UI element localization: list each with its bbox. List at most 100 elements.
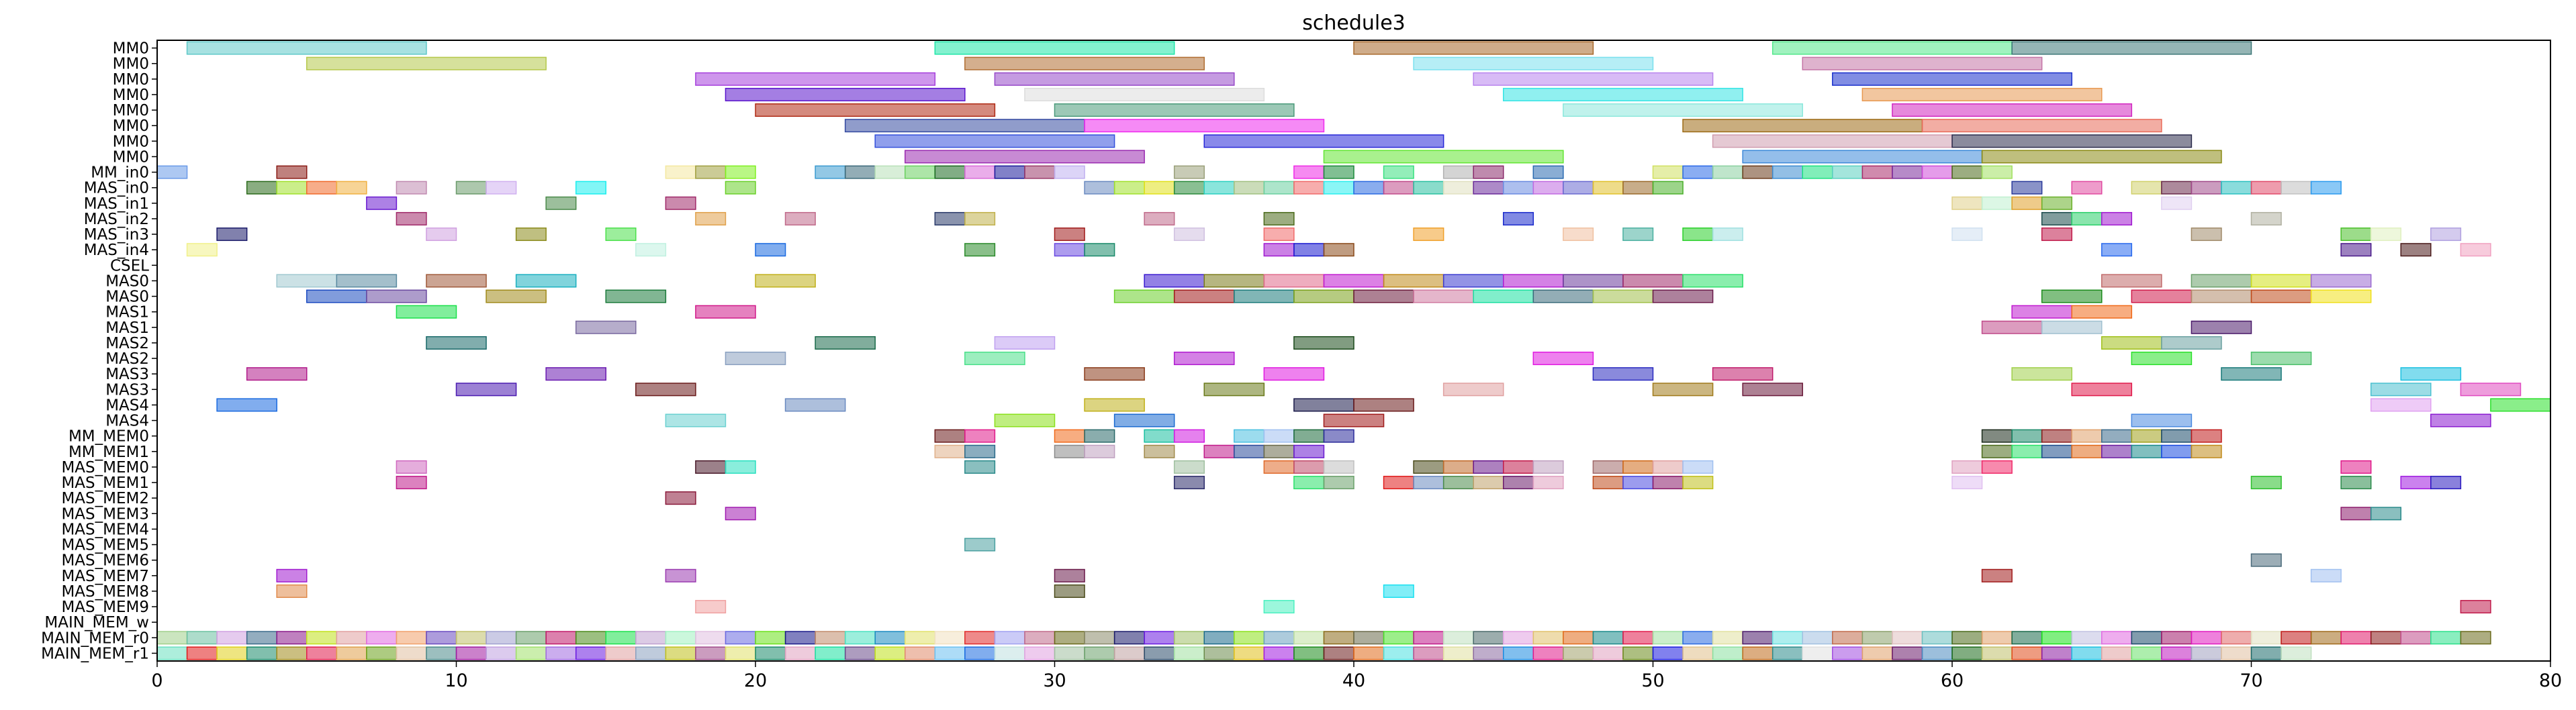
schedule-bar — [1682, 274, 1743, 288]
schedule-bar — [844, 631, 876, 645]
schedule-bar — [1622, 181, 1654, 195]
schedule-bar — [1652, 631, 1684, 645]
schedule-bar — [455, 383, 517, 397]
schedule-bar — [1563, 227, 1594, 242]
schedule-bar — [1802, 165, 1833, 179]
schedule-bar — [1323, 150, 1564, 164]
schedule-bar — [2011, 367, 2072, 381]
schedule-bar — [1054, 165, 1085, 179]
schedule-bar — [2131, 289, 2193, 303]
schedule-bar — [1203, 274, 1265, 288]
schedule-bar — [1652, 165, 1684, 179]
schedule-bar — [1652, 646, 1684, 660]
schedule-bar — [784, 631, 816, 645]
schedule-bar — [2071, 631, 2103, 645]
schedule-bar — [1473, 165, 1504, 179]
schedule-bar — [1054, 429, 1085, 443]
schedule-bar — [575, 320, 637, 334]
schedule-bar — [1622, 631, 1654, 645]
schedule-bar — [396, 460, 427, 474]
schedule-bar — [2370, 631, 2401, 645]
schedule-bar — [1682, 165, 1714, 179]
schedule-bar — [1173, 227, 1205, 242]
schedule-bar — [1263, 600, 1295, 614]
schedule-bar — [1054, 646, 1085, 660]
y-tick-label: MAS4 — [105, 397, 149, 414]
schedule-bar — [2071, 383, 2133, 397]
schedule-bar — [2101, 444, 2133, 458]
y-tick-label: MM0 — [113, 40, 149, 58]
schedule-bar — [426, 274, 487, 288]
x-tick-label: 80 — [2539, 670, 2562, 691]
y-tick-label: MAS_MEM2 — [61, 490, 149, 507]
schedule-bar — [2370, 383, 2432, 397]
schedule-bar — [1682, 631, 1714, 645]
schedule-bar — [934, 444, 966, 458]
schedule-bar — [396, 631, 427, 645]
schedule-bar — [1413, 289, 1474, 303]
schedule-bar — [844, 646, 876, 660]
y-tick-label: MAS_MEM5 — [61, 537, 149, 554]
schedule-bar — [934, 429, 966, 443]
schedule-bar — [2430, 631, 2462, 645]
schedule-bar — [2131, 429, 2162, 443]
schedule-bar — [1473, 476, 1504, 490]
schedule-bar — [1921, 119, 2162, 133]
schedule-bar — [1592, 476, 1624, 490]
schedule-bar — [695, 305, 756, 319]
y-tick-label: MAS0 — [105, 272, 149, 290]
schedule-bar — [2250, 631, 2282, 645]
y-tick-label: MM_MEM1 — [68, 444, 149, 461]
schedule-bar — [1084, 429, 1115, 443]
schedule-bar — [1921, 165, 1953, 179]
schedule-bar — [545, 367, 607, 381]
schedule-bar — [2161, 181, 2193, 195]
schedule-bar — [1892, 646, 1923, 660]
schedule-bar — [1383, 181, 1414, 195]
schedule-bar — [545, 646, 577, 660]
schedule-bar — [2250, 476, 2282, 490]
schedule-bar — [2071, 646, 2103, 660]
schedule-bar — [2041, 227, 2072, 242]
schedule-bar — [2191, 227, 2222, 242]
schedule-bar — [2131, 444, 2162, 458]
schedule-bar — [784, 398, 846, 412]
y-tick-label: MAIN_MEM_w — [44, 614, 149, 631]
schedule-bar — [695, 165, 727, 179]
schedule-bar — [1293, 243, 1325, 257]
schedule-bar — [1293, 429, 1325, 443]
schedule-bar — [1622, 274, 1684, 288]
y-tick-label: MM0 — [113, 87, 149, 104]
schedule-bar — [1563, 274, 1624, 288]
schedule-bar — [1503, 181, 1534, 195]
schedule-bar — [1173, 289, 1235, 303]
schedule-bar — [1383, 584, 1414, 598]
schedule-bar — [246, 631, 277, 645]
schedule-bar — [1682, 476, 1714, 490]
schedule-bar — [1413, 476, 1444, 490]
schedule-bar — [2011, 41, 2252, 55]
schedule-bar — [1563, 103, 1804, 117]
schedule-bar — [1772, 631, 1803, 645]
schedule-bar — [2101, 274, 2162, 288]
schedule-bar — [665, 646, 696, 660]
schedule-bar — [1532, 289, 1594, 303]
schedule-bar — [1234, 181, 1265, 195]
schedule-bar — [1921, 631, 1953, 645]
schedule-bar — [1413, 460, 1444, 474]
schedule-bar — [486, 289, 547, 303]
schedule-bar — [276, 584, 308, 598]
schedule-bar — [1173, 460, 1205, 474]
schedule-bar — [1473, 631, 1504, 645]
schedule-bar — [1234, 289, 1295, 303]
schedule-bar — [635, 646, 667, 660]
schedule-bar — [1383, 476, 1414, 490]
schedule-bar — [515, 646, 547, 660]
schedule-bar — [1981, 631, 2013, 645]
y-tick-label: MAS_in2 — [84, 211, 149, 228]
schedule-bar — [1861, 631, 1893, 645]
schedule-bar — [1413, 227, 1444, 242]
y-tick-label: MAS_MEM8 — [61, 583, 149, 601]
schedule-bar — [276, 568, 308, 582]
schedule-bar — [1383, 165, 1414, 179]
